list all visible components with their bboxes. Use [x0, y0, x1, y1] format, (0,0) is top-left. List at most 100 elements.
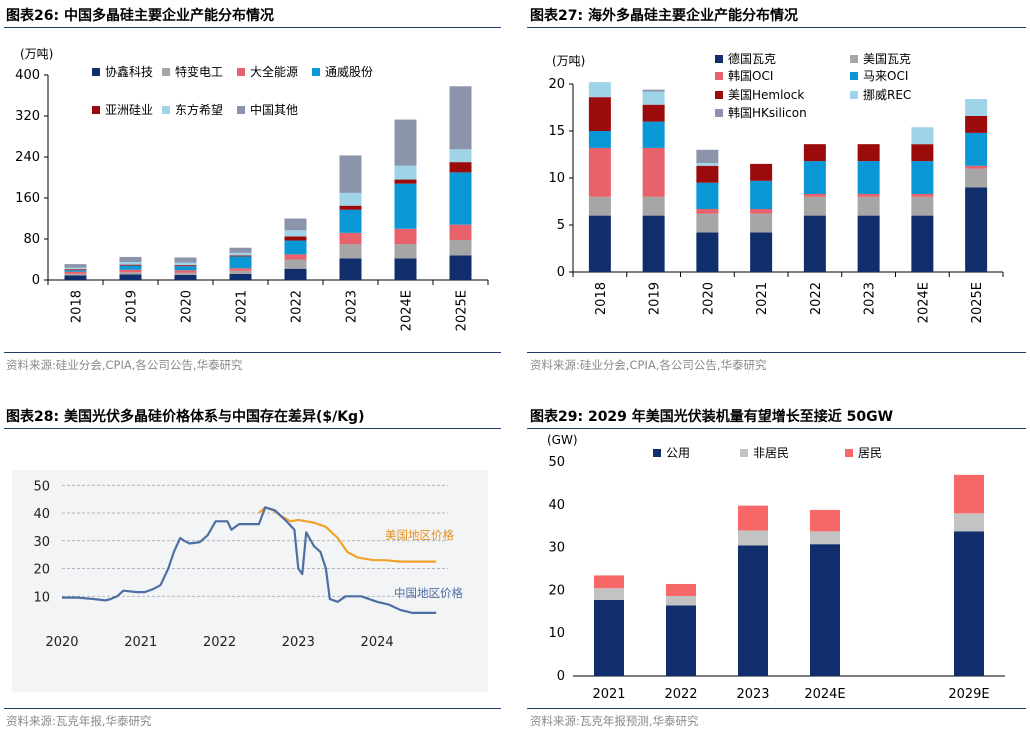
fig29-title: 图表29: 2029 年美国光伏装机量有望增长至接近 50GW: [530, 409, 894, 425]
fig29-bar-2023-居民: [738, 505, 768, 531]
fig26-legend-label: 东方希望: [175, 102, 223, 117]
fig28-annotation-us: 美国地区价格: [385, 528, 454, 542]
fig27-bar-2025E-美国瓦克: [965, 168, 988, 188]
fig28-annotation-cn: 中国地区价格: [394, 586, 463, 600]
fig28-x-tick-label: 2020: [45, 635, 78, 650]
fig26-bar-2019-东方希望: [119, 262, 142, 265]
fig28-chart: 10 20 30 40 50 2020 2021 2022 2023 2024 美国地区价格中国地区…: [12, 470, 488, 692]
fig27-y-tick-label: 15: [548, 124, 565, 139]
fig26-bar-2024E-中国其他: [394, 119, 417, 166]
fig29-top-rule: [527, 428, 1026, 429]
fig27-y-tick-label: 0: [557, 265, 565, 280]
fig26-title: 图表26: 中国多晶硅主要企业产能分布情况: [6, 8, 274, 24]
fig29-legend-swatch: [740, 449, 748, 457]
fig26-bar-2023-协鑫科技: [339, 258, 362, 280]
fig29-source: 资料来源:瓦克年报预测,华泰研究: [530, 714, 699, 728]
fig29-y-tick-label: 30: [548, 541, 565, 556]
fig26-bar-2020-东方希望: [174, 262, 197, 266]
fig27-bar-2024E-美国Hemlock: [911, 144, 934, 162]
fig28-source: 资料来源:瓦克年报,华泰研究: [6, 714, 152, 728]
fig26-legend-label: 中国其他: [250, 102, 298, 117]
fig27-title: 图表27: 海外多晶硅主要企业产能分布情况: [530, 8, 798, 24]
fig27-legend-swatch: [715, 109, 723, 117]
fig29-x-tick-label: 2021: [592, 687, 625, 702]
fig26-bar-2021-协鑫科技: [229, 273, 252, 280]
fig29-legend-label: 非居民: [753, 446, 789, 460]
fig27-x-tick-label: 2023: [863, 282, 878, 315]
fig26-y-tick-label: 320: [15, 109, 40, 124]
fig26-legend-swatch: [237, 106, 245, 114]
fig29-x-tick-label: 2024E: [804, 687, 845, 702]
fig26-bar-2025E-协鑫科技: [449, 255, 472, 280]
fig27-bar-2025E-马来OCI: [965, 132, 988, 166]
fig28-x-tick-label: 2024: [361, 635, 394, 650]
fig26-x-tick-label: 2022: [290, 290, 305, 323]
fig27-x-tick-label: 2020: [701, 282, 716, 315]
fig29-chart: 0 10 20 30 40 50 (GW) 2021 2022 2023 2024E 2029E 公用 非…: [547, 433, 1005, 702]
fig26-bar-2023-中国其他: [339, 155, 362, 193]
fig27-bar-2018-韩国OCI: [588, 147, 611, 197]
fig26-legend-swatch: [312, 68, 320, 76]
fig29-bar-2029E-非居民: [954, 513, 984, 532]
fig26-bar-2019-中国其他: [119, 256, 142, 263]
fig26-bar-2025E-大全能源: [449, 224, 472, 241]
fig26-legend-label: 特变电工: [175, 64, 223, 79]
fig26-y-tick-label: 160: [15, 191, 40, 206]
fig28-x-tick-label: 2022: [203, 635, 236, 650]
fig26-x-tick-label: 2024E: [400, 290, 415, 331]
fig26-x-tick-label: 2025E: [455, 290, 470, 331]
fig27-x-tick-label: 2025E: [970, 282, 985, 323]
fig27-bar-2018-美国Hemlock: [588, 97, 611, 131]
fig26-bar-2022-东方希望: [284, 230, 307, 237]
fig26-bar-2023-东方希望: [339, 192, 362, 206]
fig26-legend-label: 大全能源: [250, 64, 298, 79]
fig27-legend-swatch: [715, 55, 723, 63]
fig26-bar-2020-通威股份: [174, 266, 197, 271]
fig26-chart: 0 80 160 240 320 400 (万吨) 2018 2019 2020 2021 2022 2…: [15, 47, 489, 331]
fig27-bar-2023-美国瓦克: [857, 196, 880, 216]
fig27-legend-swatch: [715, 91, 723, 99]
fig27-bar-2023-德国瓦克: [857, 215, 880, 272]
fig26-y-tick-label: 400: [15, 68, 40, 83]
fig27-bar-2023-韩国OCI: [857, 193, 880, 197]
fig26-bar-2018-中国其他: [64, 264, 87, 268]
fig26-bar-2022-大全能源: [284, 254, 307, 260]
fig27-y-tick-label: 20: [548, 77, 565, 92]
fig27-bar-2018-挪威REC: [588, 82, 611, 98]
fig27-x-tick-label: 2022: [809, 282, 824, 315]
fig26-y-tick-label: 0: [32, 273, 40, 288]
fig26-bar-2024E-通威股份: [394, 183, 417, 229]
fig26-bar-2023-通威股份: [339, 209, 362, 233]
fig27-bar-2021-美国瓦克: [750, 213, 773, 233]
fig26-bar-2020-亚洲硅业: [174, 265, 197, 267]
fig26-bar-2025E-特变电工: [449, 240, 472, 256]
fig27-bar-2020-美国瓦克: [696, 213, 719, 233]
fig27-bar-2024E-美国瓦克: [911, 196, 934, 216]
fig26-bar-2025E-中国其他: [449, 86, 472, 150]
fig26-bar-2023-特变电工: [339, 244, 362, 259]
fig27-chart: 0 5 10 15 20 (万吨) 2018 2019 2020 2021 2022 2023 2024…: [548, 51, 1004, 323]
fig27-bar-2022-韩国OCI: [803, 193, 826, 197]
fig27-bar-2022-美国瓦克: [803, 196, 826, 216]
fig27-bar-2019-马来OCI: [642, 121, 665, 148]
fig26-y-axis-title: (万吨): [20, 47, 53, 61]
fig27-bar-2020-韩国OCI: [696, 209, 719, 214]
fig27-y-tick-label: 5: [557, 218, 565, 233]
fig26-bar-2021-通威股份: [229, 256, 252, 269]
fig26-source: 资料来源:硅业分会,CPIA,各公司公告,华泰研究: [6, 358, 243, 372]
fig27-bar-2023-美国Hemlock: [857, 144, 880, 162]
fig27-bar-2025E-德国瓦克: [965, 187, 988, 272]
fig26-x-tick-label: 2019: [125, 290, 140, 323]
fig27-bar-2020-马来OCI: [696, 182, 719, 210]
fig26-bar-2020-中国其他: [174, 257, 197, 263]
fig28-y-tick-label: 10: [33, 590, 50, 605]
fig27-bar-2024E-马来OCI: [911, 161, 934, 194]
fig28-y-tick-label: 20: [33, 563, 50, 578]
fig26-y-tick-label: 240: [15, 150, 40, 165]
fig26-bar-2021-大全能源: [229, 268, 252, 271]
fig28-bottom-rule: [4, 708, 501, 709]
fig29-x-tick-label: 2023: [736, 687, 769, 702]
fig29-legend-swatch: [653, 449, 661, 457]
fig26-bar-2024E-协鑫科技: [394, 258, 417, 280]
fig26-bar-2018-东方希望: [64, 267, 87, 270]
